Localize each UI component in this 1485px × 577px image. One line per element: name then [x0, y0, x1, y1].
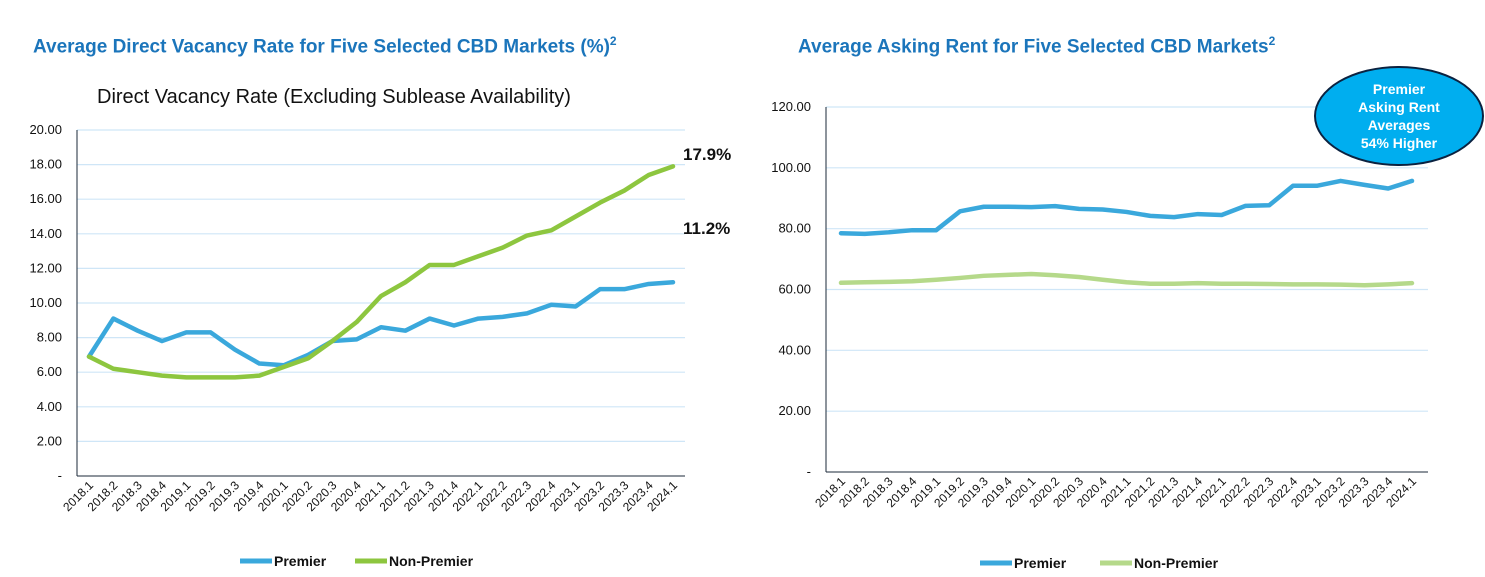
left-chart-title: Average Direct Vacancy Rate for Five Sel…	[33, 34, 617, 58]
y-tick-label: 16.00	[29, 191, 62, 206]
left-chart-subtitle: Direct Vacancy Rate (Excluding Sublease …	[97, 86, 571, 108]
annotation-premier: 11.2%	[683, 219, 730, 238]
callout-line: Averages	[1367, 117, 1431, 133]
y-tick-label: 6.00	[37, 364, 62, 379]
series-line-premier	[838, 178, 1415, 237]
legend-label: Premier	[274, 553, 327, 569]
y-tick-label: -	[58, 468, 62, 483]
left-title-footnote: 2	[609, 34, 617, 48]
y-tick-label: 120.00	[771, 99, 811, 114]
series-line-premier	[86, 279, 676, 368]
y-tick-label: -	[807, 464, 811, 479]
y-tick-label: 12.00	[29, 260, 62, 275]
right-chart-title: Average Asking Rent for Five Selected CB…	[798, 34, 1275, 58]
left-title-text: Average Direct Vacancy Rate for Five Sel…	[33, 36, 610, 58]
y-tick-label: 14.00	[29, 226, 62, 241]
series-line-non-premier	[838, 271, 1415, 288]
callout-bubble: Premier Asking Rent Averages 54% Higher	[1314, 66, 1484, 166]
y-tick-label: 100.00	[771, 160, 811, 175]
annotation-non-premier: 17.9%	[683, 145, 731, 164]
callout-line: 54% Higher	[1360, 135, 1438, 151]
y-tick-label: 8.00	[37, 330, 62, 345]
y-tick-label: 20.00	[778, 403, 811, 418]
y-tick-label: 80.00	[778, 221, 811, 236]
y-tick-label: 40.00	[778, 342, 811, 357]
y-tick-label: 10.00	[29, 295, 62, 310]
series-line-non-premier	[86, 164, 676, 380]
y-tick-label: 20.00	[29, 122, 62, 137]
callout-line: Asking Rent	[1358, 99, 1440, 115]
y-tick-label: 18.00	[29, 157, 62, 172]
y-tick-label: 60.00	[778, 282, 811, 297]
y-tick-label: 4.00	[37, 399, 62, 414]
right-title-footnote: 2	[1268, 34, 1276, 48]
legend-label: Non-Premier	[1134, 555, 1219, 571]
y-tick-label: 2.00	[37, 433, 62, 448]
callout-line: Premier	[1372, 81, 1426, 97]
legend-label: Non-Premier	[389, 553, 474, 569]
right-title-text: Average Asking Rent for Five Selected CB…	[798, 36, 1269, 58]
legend-label: Premier	[1014, 555, 1067, 571]
